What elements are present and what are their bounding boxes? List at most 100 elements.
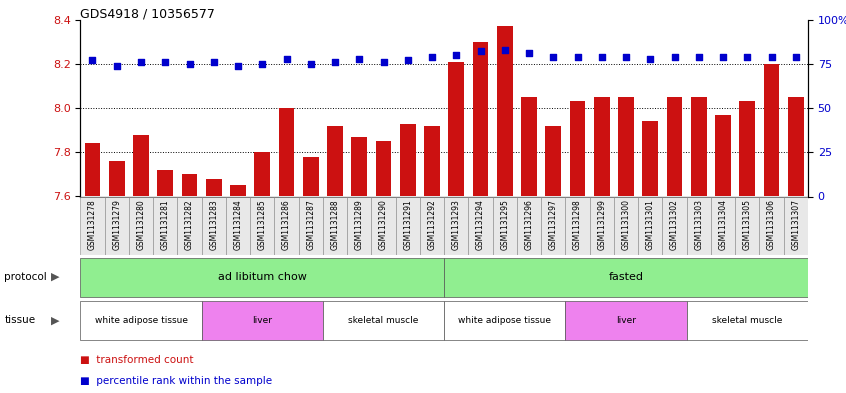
Text: ▶: ▶ (51, 315, 59, 325)
Point (692, 53, 706, 60)
Bar (687, 196, 711, 255)
Point (207, 59, 221, 65)
Bar (667, 97, 683, 196)
Text: GSM1131288: GSM1131288 (331, 199, 339, 250)
Text: GSM1131281: GSM1131281 (161, 199, 170, 250)
Text: ad libitum chow: ad libitum chow (217, 272, 307, 282)
Text: GDS4918 / 10356577: GDS4918 / 10356577 (80, 8, 215, 21)
Bar (323, 301, 444, 340)
Bar (80, 301, 201, 340)
Point (328, 59, 342, 65)
Bar (569, 101, 585, 196)
Text: GSM1131285: GSM1131285 (258, 199, 266, 250)
Point (522, 50, 536, 56)
Bar (157, 170, 173, 196)
Bar (424, 126, 440, 196)
Bar (469, 196, 492, 255)
Point (183, 61, 196, 67)
Bar (129, 196, 153, 255)
Bar (739, 101, 755, 196)
Bar (80, 196, 105, 255)
Bar (448, 62, 464, 196)
Bar (133, 134, 149, 196)
Text: GSM1131292: GSM1131292 (427, 199, 437, 250)
Bar (760, 196, 783, 255)
Text: GSM1131289: GSM1131289 (354, 199, 364, 250)
Bar (226, 196, 250, 255)
Point (498, 47, 512, 53)
Bar (323, 196, 347, 255)
Point (595, 53, 608, 60)
Point (376, 59, 390, 65)
Bar (178, 196, 201, 255)
Bar (80, 258, 444, 296)
Text: GSM1131301: GSM1131301 (645, 199, 655, 250)
Bar (541, 196, 565, 255)
Text: GSM1131296: GSM1131296 (525, 199, 534, 250)
Bar (715, 115, 731, 196)
Bar (105, 196, 129, 255)
Text: GSM1131303: GSM1131303 (695, 199, 703, 250)
Point (667, 53, 681, 60)
Text: GSM1131287: GSM1131287 (306, 199, 316, 250)
Point (255, 61, 269, 67)
Bar (400, 123, 415, 196)
Text: GSM1131298: GSM1131298 (573, 199, 582, 250)
Text: ■  transformed count: ■ transformed count (80, 354, 194, 365)
Bar (327, 126, 343, 196)
Text: liver: liver (252, 316, 272, 325)
Bar (278, 108, 294, 196)
Point (717, 53, 730, 60)
Bar (473, 42, 488, 196)
Bar (420, 196, 444, 255)
Text: GSM1131293: GSM1131293 (452, 199, 461, 250)
Bar (303, 157, 319, 196)
Text: GSM1131304: GSM1131304 (718, 199, 728, 250)
Point (619, 53, 633, 60)
Text: GSM1131295: GSM1131295 (500, 199, 509, 250)
Point (571, 53, 585, 60)
Bar (206, 179, 222, 196)
Point (280, 55, 294, 62)
Point (110, 62, 124, 69)
Point (789, 53, 803, 60)
Text: skeletal muscle: skeletal muscle (349, 316, 419, 325)
Text: GSM1131306: GSM1131306 (767, 199, 776, 250)
Text: fasted: fasted (608, 272, 644, 282)
Bar (201, 196, 226, 255)
Point (765, 53, 778, 60)
Bar (255, 152, 270, 196)
Bar (201, 301, 323, 340)
Bar (565, 196, 590, 255)
Bar (85, 143, 101, 196)
Text: liver: liver (616, 316, 636, 325)
Bar (783, 196, 808, 255)
Point (231, 62, 244, 69)
Bar (594, 97, 610, 196)
Point (474, 48, 487, 55)
Bar (182, 174, 197, 196)
Point (85, 57, 99, 63)
Point (426, 53, 439, 60)
Text: GSM1131300: GSM1131300 (622, 199, 630, 250)
Bar (711, 196, 735, 255)
Point (304, 61, 317, 67)
Bar (153, 196, 178, 255)
Bar (590, 196, 614, 255)
Text: ▶: ▶ (51, 272, 59, 282)
Bar (274, 196, 299, 255)
Bar (347, 196, 371, 255)
Bar (444, 258, 808, 296)
Bar (565, 301, 687, 340)
Text: GSM1131299: GSM1131299 (597, 199, 607, 250)
Bar (371, 196, 396, 255)
Bar (517, 196, 541, 255)
Bar (497, 26, 513, 196)
Bar (376, 141, 392, 196)
Bar (642, 121, 658, 196)
Bar (444, 196, 469, 255)
Bar (687, 301, 808, 340)
Text: white adipose tissue: white adipose tissue (95, 316, 188, 325)
Text: skeletal muscle: skeletal muscle (712, 316, 783, 325)
Point (353, 55, 366, 62)
